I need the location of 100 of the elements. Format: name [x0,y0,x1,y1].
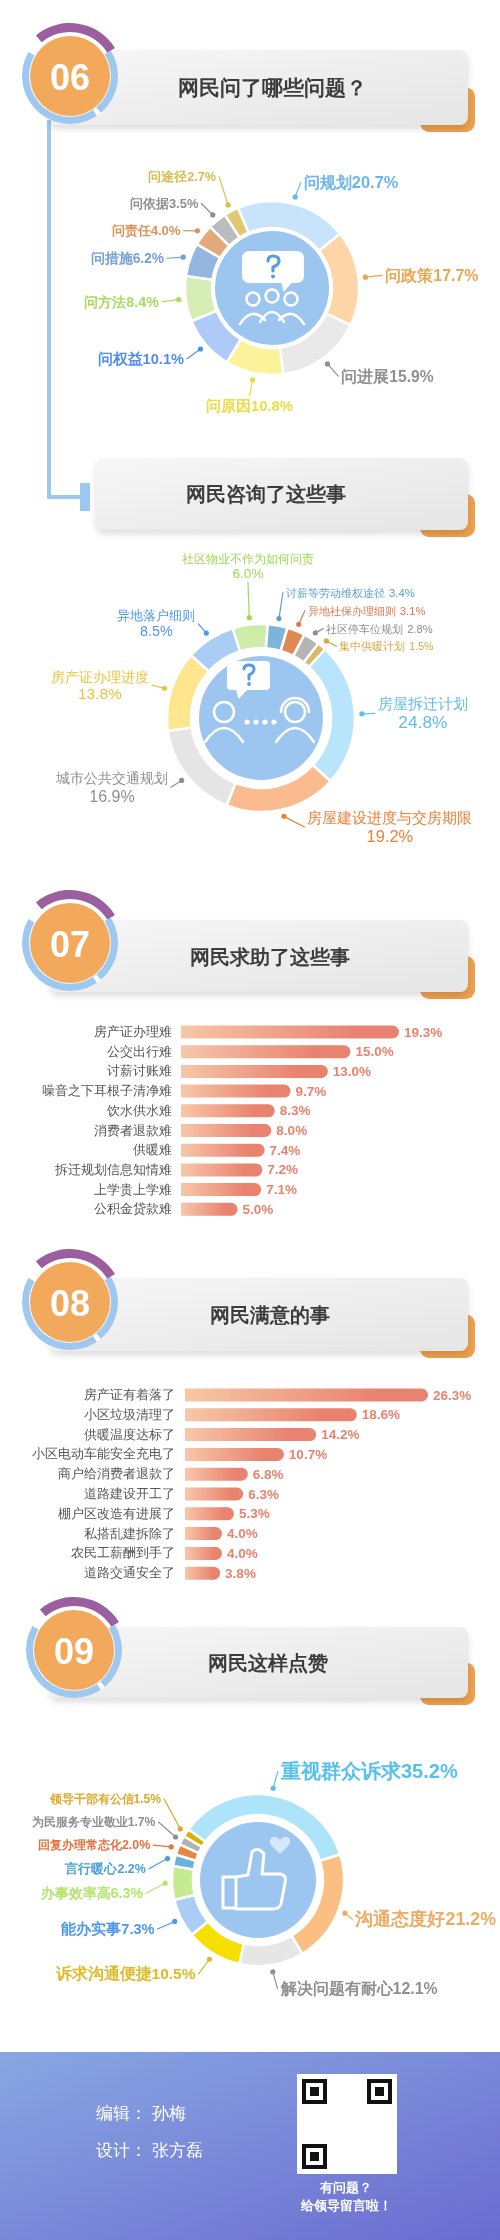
slice-label: 沟通态度好 [354,1909,446,1930]
y-tick-label: 商户给消费者退款了 [58,1467,175,1482]
data-label: 7.2% [267,1162,299,1178]
y-tick-label: 饮水供水难 [106,1103,172,1118]
data-label: 2.7% [187,169,217,184]
slice-label: 问权益 [97,350,143,367]
data-label: 3.4% [388,586,415,599]
text: 编辑： 孙梅 [96,2103,186,2123]
text: 07 [49,923,91,965]
data-label: 2.0% [121,1838,151,1853]
slice-label: 领导干部有公信 [48,1791,134,1806]
data-label: 10.5% [151,1965,196,1983]
slice-label: 社区停车位规划 [326,622,404,635]
bar [185,1566,221,1580]
bar [185,1408,357,1422]
data-label: 8.4% [126,293,160,310]
y-tick-label: 道路交通安全了 [84,1565,175,1581]
data-label: 12.1% [392,1980,438,1998]
chart-title: 网民这样点赞 [208,1652,328,1674]
slice-label: 问政策 [385,266,434,284]
slice-label: 集中供暖计划 [339,640,406,653]
slice-label: 讨薪等劳动维权途径 [285,586,385,599]
bar [185,1487,244,1501]
slice-label: 房屋拆迁计划 [377,695,468,713]
bar [185,1428,317,1442]
data-label: 16.9% [89,786,135,805]
y-tick-label: 讨薪讨账难 [107,1064,172,1079]
y-tick-label: 供暖温度达标了 [84,1426,175,1442]
slice-label: 为民服务专业敬业 [31,1814,128,1829]
y-tick-label: 上学贵上学难 [94,1182,172,1197]
data-label: 13.8% [78,684,123,702]
data-label: 14.2% [321,1427,360,1443]
chart-title: 网民求助了这些事 [190,946,350,968]
bar [181,1084,291,1098]
data-label: 18.6% [361,1407,401,1423]
chart-title: 网民咨询了这些事 [186,483,346,505]
data-label: 6.8% [252,1466,284,1482]
data-label: 4.0% [150,223,181,239]
text: 有问题？ [319,2181,372,2195]
slice-label: 问措施 [90,250,134,266]
data-label: 5.3% [238,1506,270,1522]
data-label: 35.2% [400,1760,458,1783]
data-label: 24.8% [398,712,448,733]
data-label: 1.5% [133,1791,162,1806]
data-label: 7.4% [269,1142,301,1158]
slice-label: 问规划 [303,173,352,192]
y-tick-label: 拆迁规划信息知情难 [54,1162,172,1177]
text: 09 [53,1630,95,1672]
bar [181,1202,238,1216]
bar [185,1507,234,1521]
y-tick-label: 小区垃圾清理了 [84,1407,175,1422]
data-label: 3.8% [225,1565,256,1581]
text: 设计： 张方磊 [96,2140,203,2160]
y-tick-label: 公积金贷款难 [94,1202,172,1217]
text: 06 [49,56,91,98]
bar [181,1104,275,1118]
bar [181,1025,399,1039]
data-label: 20.7% [351,173,399,192]
slice-label: 问责任 [111,223,151,239]
slice-label: 诉求沟通便捷 [54,1965,152,1983]
data-label: 13.0% [332,1063,372,1079]
data-label: 2.8% [407,622,433,635]
slice-label: 问原因 [206,397,252,414]
y-tick-label: 道路建设开工了 [84,1487,175,1501]
slice-label: 办事效率高 [39,1885,111,1902]
bar [185,1546,222,1560]
bar [185,1447,284,1461]
y-tick-label: 棚户区改造有进展了 [58,1506,175,1521]
y-tick-label: 房产证有着落了 [84,1387,175,1402]
slice-label: 房屋建设进度与交房期限 [307,809,473,826]
bar [181,1143,265,1157]
slice-label: 解决问题有耐心 [279,1979,394,1998]
slice-label: 问进展 [341,367,390,385]
data-label: 26.3% [433,1387,472,1403]
y-tick-label: 小区电动车能安全充电了 [32,1446,175,1462]
data-label: 10.7% [288,1446,328,1462]
data-label: 4.0% [226,1545,258,1561]
y-tick-label: 噪音之下耳根子清净难 [42,1084,172,1099]
data-label: 10.8% [251,397,293,414]
slice-label: 问方法 [84,293,127,310]
data-label: 7.1% [266,1182,297,1198]
slice-label: 重视群众诉求 [279,1760,402,1783]
bar [181,1124,272,1137]
slice-label: 房产证办理进度 [50,668,149,685]
data-label: 3.1% [399,604,426,617]
y-tick-label: 消费者退款难 [94,1123,172,1138]
y-tick-label: 私搭乱建拆除了 [84,1526,175,1541]
data-label: 7.3% [121,1921,155,1938]
text: 08 [49,1282,91,1324]
data-label: 2.2% [117,1861,146,1876]
bar [181,1183,262,1197]
slice-label: 问依据 [129,195,169,211]
data-label: 8.0% [276,1123,308,1138]
slice-label: 社区物业不作为如何问责 [181,551,314,566]
bar [181,1064,328,1078]
bar [185,1388,428,1402]
text: 给领导留言啦！ [299,2198,392,2213]
data-label: 6.3% [110,1885,144,1902]
data-label: 6.2% [132,250,165,266]
y-tick-label: 公交出行难 [107,1043,172,1059]
